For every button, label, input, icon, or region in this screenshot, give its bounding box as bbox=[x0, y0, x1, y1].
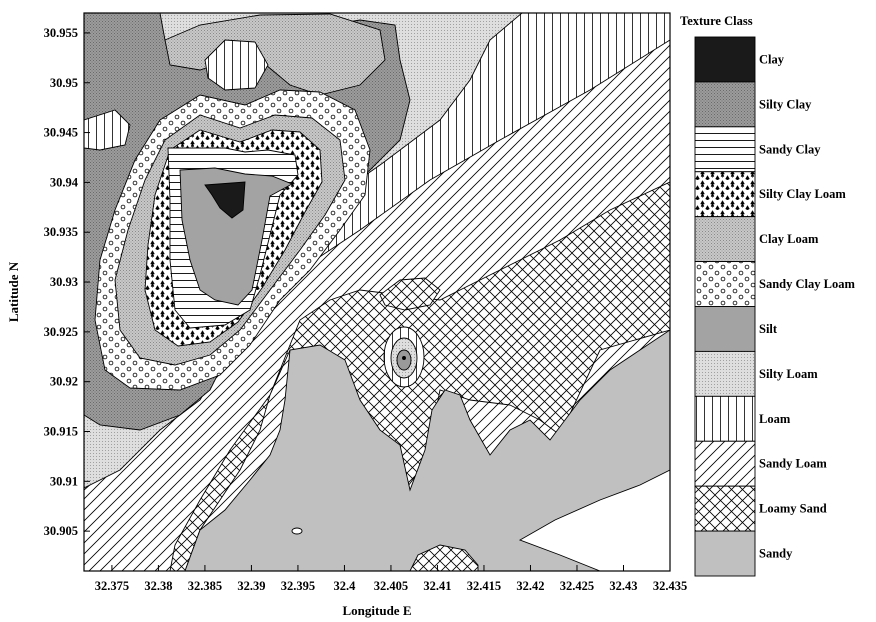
y-tick-label: 30.94 bbox=[50, 175, 79, 189]
y-tick-label: 30.92 bbox=[50, 375, 78, 389]
y-axis-title: Latitude N bbox=[6, 261, 21, 322]
region-clay bbox=[204, 181, 246, 219]
x-axis-title: Longitude E bbox=[343, 603, 412, 618]
region-loam-left bbox=[84, 109, 131, 151]
legend-label: Loamy Sand bbox=[759, 502, 827, 516]
legend-label: Sandy bbox=[759, 547, 793, 561]
legend-swatch-sandy-loam bbox=[694, 440, 756, 487]
region-white-notch bbox=[518, 469, 670, 571]
legend-swatch-sandy-clay-loam bbox=[694, 261, 756, 307]
legend-label: Silt bbox=[759, 322, 778, 336]
x-tick-label: 32.39 bbox=[237, 579, 265, 593]
y-tick-label: 30.935 bbox=[44, 225, 78, 239]
x-tick-label: 32.425 bbox=[560, 579, 594, 593]
legend-swatch-silty-loam bbox=[694, 350, 756, 397]
x-tick-label: 32.42 bbox=[516, 579, 544, 593]
x-tick-label: 32.435 bbox=[653, 579, 687, 593]
y-axis: 30.905 30.91 30.915 30.92 30.925 30.93 30.935 3… bbox=[44, 26, 90, 538]
legend-label: Silty Clay Loam bbox=[759, 187, 846, 201]
region-loamy-sand-dome bbox=[409, 544, 479, 571]
x-axis: 32.375 32.38 32.385 32.39 32.395 32.4 32.405 32… bbox=[95, 565, 687, 593]
x-tick-label: 32.395 bbox=[281, 579, 315, 593]
legend-swatch-silty-clay-loam bbox=[694, 171, 756, 218]
y-tick-label: 30.945 bbox=[44, 126, 78, 140]
y-tick-label: 30.95 bbox=[50, 76, 78, 90]
x-tick-label: 32.4 bbox=[334, 579, 357, 593]
y-tick-label: 30.905 bbox=[44, 524, 78, 538]
legend-swatch-sandy-clay bbox=[694, 126, 756, 173]
x-tick-label: 32.405 bbox=[374, 579, 408, 593]
y-tick-label: 30.915 bbox=[44, 425, 78, 439]
region-white-dot bbox=[291, 527, 303, 535]
region-sandy bbox=[184, 329, 670, 571]
x-tick-label: 32.375 bbox=[95, 579, 129, 593]
legend-label: Clay Loam bbox=[759, 232, 819, 246]
y-tick-label: 30.925 bbox=[44, 325, 78, 339]
plot-frame bbox=[83, 12, 671, 572]
region-ring-dot bbox=[402, 356, 406, 360]
region-silt bbox=[179, 167, 294, 306]
legend-swatch-loamy-sand bbox=[694, 485, 756, 532]
legend: Clay Silty Clay Sandy Clay Silty Clay Loam C… bbox=[694, 36, 855, 577]
legend-swatch-silt bbox=[694, 306, 756, 352]
x-tick-label: 32.41 bbox=[423, 579, 451, 593]
x-tick-label: 32.415 bbox=[467, 579, 501, 593]
region-ring-inner bbox=[396, 349, 412, 371]
y-tick-label: 30.93 bbox=[50, 275, 78, 289]
legend-swatch-clay bbox=[694, 36, 756, 83]
legend-swatch-loam bbox=[694, 395, 756, 442]
region-clay-loam bbox=[164, 13, 386, 96]
legend-label: Silty Clay bbox=[759, 97, 812, 111]
y-tick-label: 30.91 bbox=[50, 474, 78, 488]
legend-swatch-sandy bbox=[694, 530, 756, 577]
legend-swatch-clay-loam bbox=[694, 216, 756, 263]
legend-label: Loam bbox=[759, 412, 791, 426]
legend-label: Silty Loam bbox=[759, 367, 818, 381]
legend-label: Sandy Clay Loam bbox=[759, 277, 855, 291]
region-loamy-sand-island bbox=[379, 277, 441, 311]
legend-label: Clay bbox=[759, 52, 785, 66]
y-tick-label: 30.955 bbox=[44, 26, 78, 40]
legend-title: Texture Class bbox=[680, 14, 753, 28]
legend-label: Sandy Loam bbox=[759, 457, 827, 471]
x-tick-label: 32.43 bbox=[609, 579, 637, 593]
legend-label: Sandy Clay bbox=[759, 142, 821, 156]
legend-swatch-silty-clay bbox=[694, 81, 756, 128]
region-loam-island bbox=[204, 39, 269, 91]
x-tick-label: 32.385 bbox=[188, 579, 222, 593]
x-tick-label: 32.38 bbox=[144, 579, 172, 593]
